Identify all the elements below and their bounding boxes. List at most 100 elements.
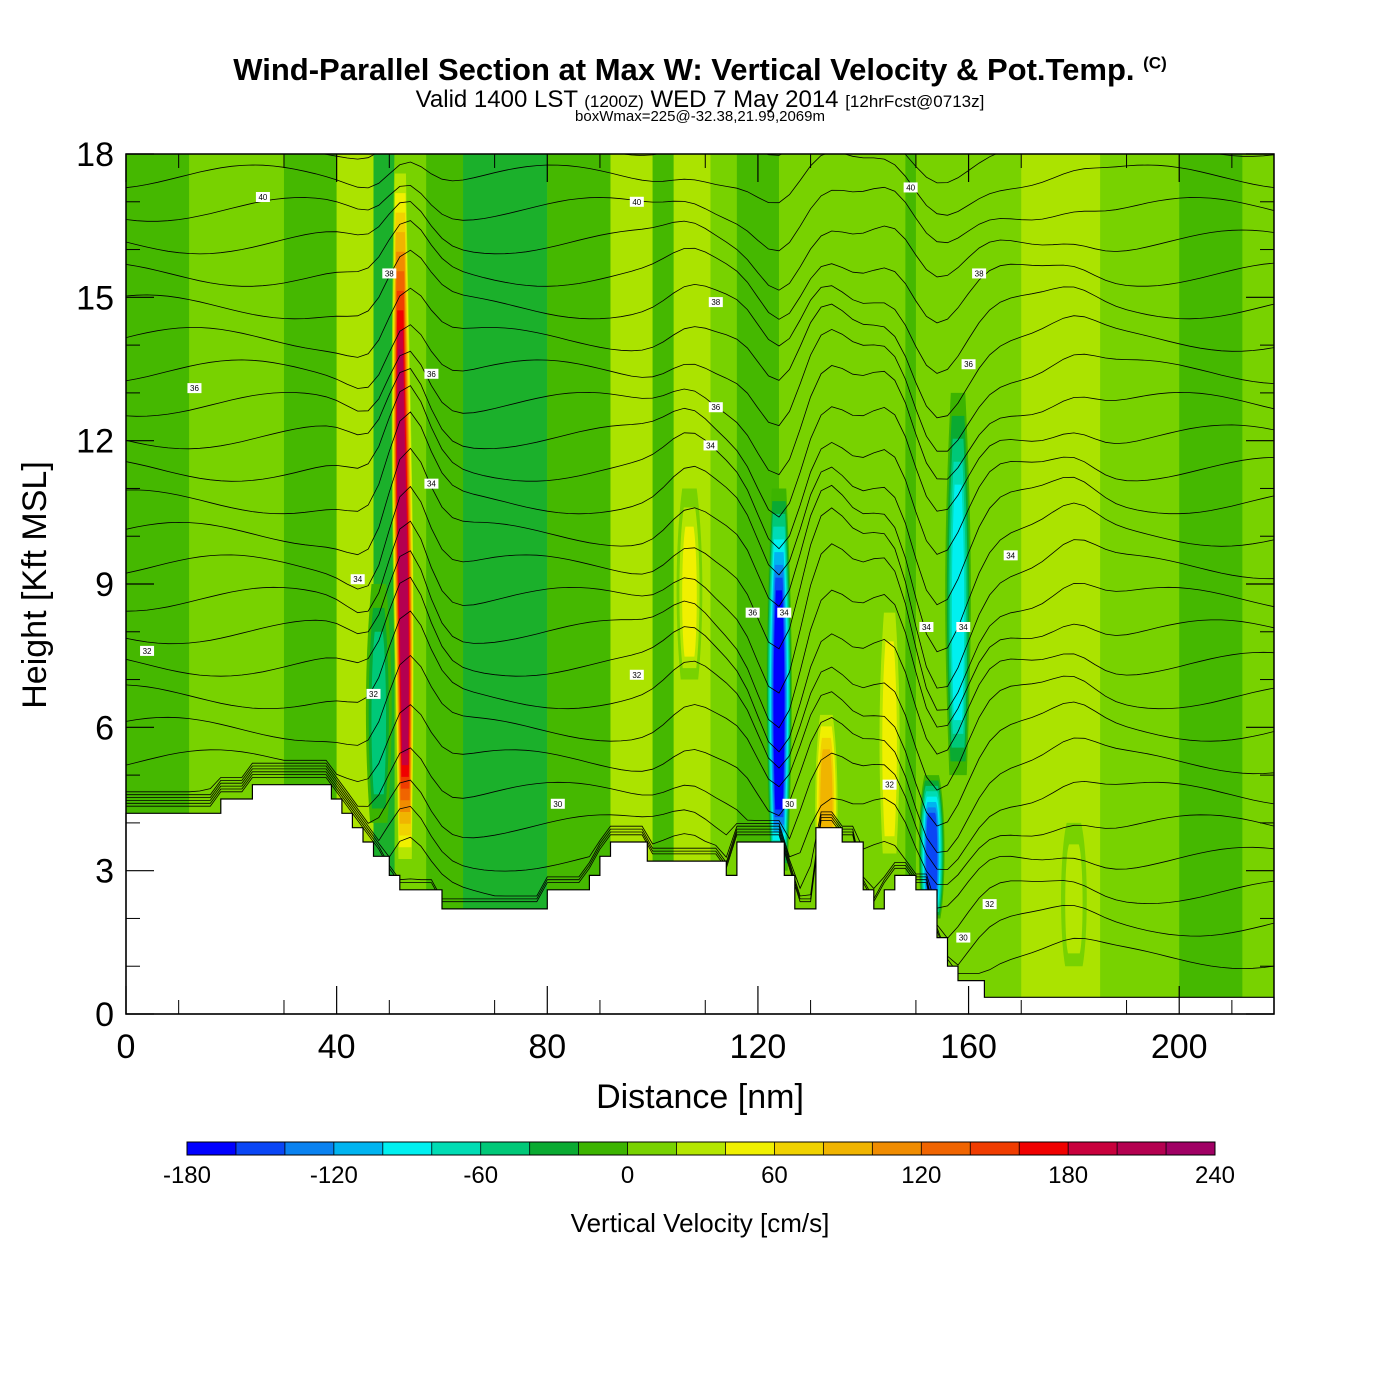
theta-label-bg bbox=[366, 688, 381, 699]
velocity-shade bbox=[682, 526, 697, 657]
theta-contour-line bbox=[126, 576, 1274, 755]
theta-label: 38 bbox=[385, 269, 394, 278]
theta-label-bg bbox=[956, 622, 971, 632]
theta-contour-line bbox=[126, 774, 1274, 966]
theta-contour-line bbox=[126, 220, 1274, 324]
colorbar-tick-label: 120 bbox=[901, 1162, 941, 1189]
velocity-shade bbox=[926, 812, 938, 896]
theta-contour-line bbox=[126, 249, 1274, 374]
theta-contour-line bbox=[126, 324, 1274, 452]
colorbar-swatch bbox=[921, 1142, 971, 1155]
theta-label: 36 bbox=[427, 370, 436, 379]
theta-label-bg bbox=[382, 268, 397, 279]
field-band bbox=[1100, 154, 1180, 1014]
valid-utc: (1200Z) bbox=[584, 92, 644, 111]
theta-label: 34 bbox=[353, 575, 362, 584]
colorbar-swatch bbox=[676, 1142, 726, 1155]
theta-label-bg bbox=[424, 478, 439, 489]
x-tick-label: 120 bbox=[730, 1028, 787, 1066]
theta-label-bg bbox=[703, 440, 718, 451]
y-tick-label: 0 bbox=[95, 996, 114, 1034]
field-band bbox=[426, 154, 464, 1014]
colorbar-swatch bbox=[187, 1142, 237, 1155]
terrain-fill bbox=[125, 784, 1275, 1015]
theta-label: 40 bbox=[906, 183, 915, 192]
velocity-shade bbox=[1065, 844, 1083, 954]
theta-label: 38 bbox=[975, 269, 984, 278]
y-tick-label: 18 bbox=[76, 136, 114, 174]
theta-label: 34 bbox=[1006, 551, 1015, 560]
theta-contour-line bbox=[126, 777, 1274, 974]
colorbar-tick-label: -60 bbox=[463, 1162, 498, 1189]
theta-label-bg bbox=[187, 383, 202, 394]
theta-label: 40 bbox=[258, 193, 267, 202]
theta-label-bg bbox=[140, 645, 155, 656]
theta-contour-line bbox=[126, 654, 1274, 827]
valid-time-line: Valid 1400 LST (1200Z) WED 7 May 2014 [1… bbox=[0, 86, 1400, 114]
theta-label: 40 bbox=[632, 198, 641, 207]
theta-contour-line bbox=[126, 610, 1274, 791]
theta-contour-line bbox=[126, 771, 1274, 939]
theta-label-bg bbox=[972, 268, 987, 279]
theta-contour-line bbox=[126, 485, 1274, 689]
theta-label-bg bbox=[956, 932, 971, 943]
colorbar-swatch bbox=[970, 1142, 1020, 1155]
theta-label: 34 bbox=[427, 480, 436, 489]
theta-label: 34 bbox=[959, 623, 968, 632]
theta-label: 30 bbox=[553, 800, 562, 809]
theta-contour-line bbox=[126, 447, 1274, 653]
colorbar-swatch bbox=[284, 1142, 335, 1155]
velocity-shade bbox=[371, 631, 387, 795]
y-tick-label: 3 bbox=[95, 853, 114, 891]
theta-contour-line bbox=[126, 520, 1274, 711]
theta-label-bg bbox=[745, 607, 760, 618]
velocity-shade bbox=[882, 641, 897, 837]
theta-label: 34 bbox=[706, 441, 715, 450]
theta-contour-line bbox=[126, 201, 1274, 291]
field-band bbox=[463, 154, 548, 1014]
theta-label: 32 bbox=[143, 647, 152, 656]
theta-label-bg bbox=[424, 368, 439, 379]
colorbar-tick-label: 240 bbox=[1195, 1162, 1235, 1189]
theta-label-bg bbox=[550, 798, 565, 809]
field-band bbox=[905, 154, 916, 1014]
velocity-shade bbox=[773, 590, 785, 810]
colorbar-swatch bbox=[1117, 1142, 1167, 1155]
chart-title-text: Wind-Parallel Section at Max W: Vertical… bbox=[233, 52, 1135, 87]
box-wmax-line: boxWmax=225@-32.38,21.99,2069m bbox=[575, 108, 825, 125]
theta-label: 34 bbox=[922, 623, 931, 632]
theta-contour-labels: 40 40 40 38 38 36 36 38 36 36 34 34 34 34 36 34 34 34 32 32… bbox=[140, 182, 1018, 943]
copyright-mark: (C) bbox=[1143, 53, 1167, 73]
colorbar-swatch bbox=[235, 1142, 286, 1155]
theta-contour-line bbox=[126, 765, 1274, 885]
theta-label-bg bbox=[629, 196, 644, 207]
downdraft-core bbox=[766, 488, 792, 871]
colorbar-swatch bbox=[1019, 1142, 1069, 1155]
colorbar-swatch bbox=[823, 1142, 873, 1155]
theta-contour-line bbox=[126, 184, 1274, 252]
colorbar-swatch bbox=[627, 1142, 678, 1155]
x-tick-label: 0 bbox=[117, 1028, 136, 1066]
theta-label: 32 bbox=[369, 690, 378, 699]
theta-label-bg bbox=[629, 669, 644, 680]
velocity-shade bbox=[397, 349, 409, 754]
theta-label-bg bbox=[919, 622, 934, 632]
y-tick-label: 6 bbox=[95, 709, 114, 747]
updraft-core bbox=[676, 488, 703, 680]
colorbar-tick-label: -120 bbox=[310, 1162, 358, 1189]
theta-contour-line bbox=[126, 154, 1274, 216]
field-band bbox=[852, 154, 874, 1014]
theta-label-bg bbox=[708, 297, 723, 308]
colorbar-tick-label: 0 bbox=[621, 1162, 634, 1189]
updraft-core bbox=[876, 584, 903, 871]
colorbar-tick-label: 60 bbox=[761, 1162, 788, 1189]
velocity-shade bbox=[951, 484, 965, 721]
colorbar-swatch bbox=[480, 1142, 531, 1155]
theta-contour-line bbox=[126, 287, 1274, 419]
field-band bbox=[1021, 154, 1101, 1014]
theta-contour-line bbox=[126, 704, 1274, 853]
theta-contour-line bbox=[126, 350, 1274, 480]
theta-label-bg bbox=[882, 779, 897, 790]
